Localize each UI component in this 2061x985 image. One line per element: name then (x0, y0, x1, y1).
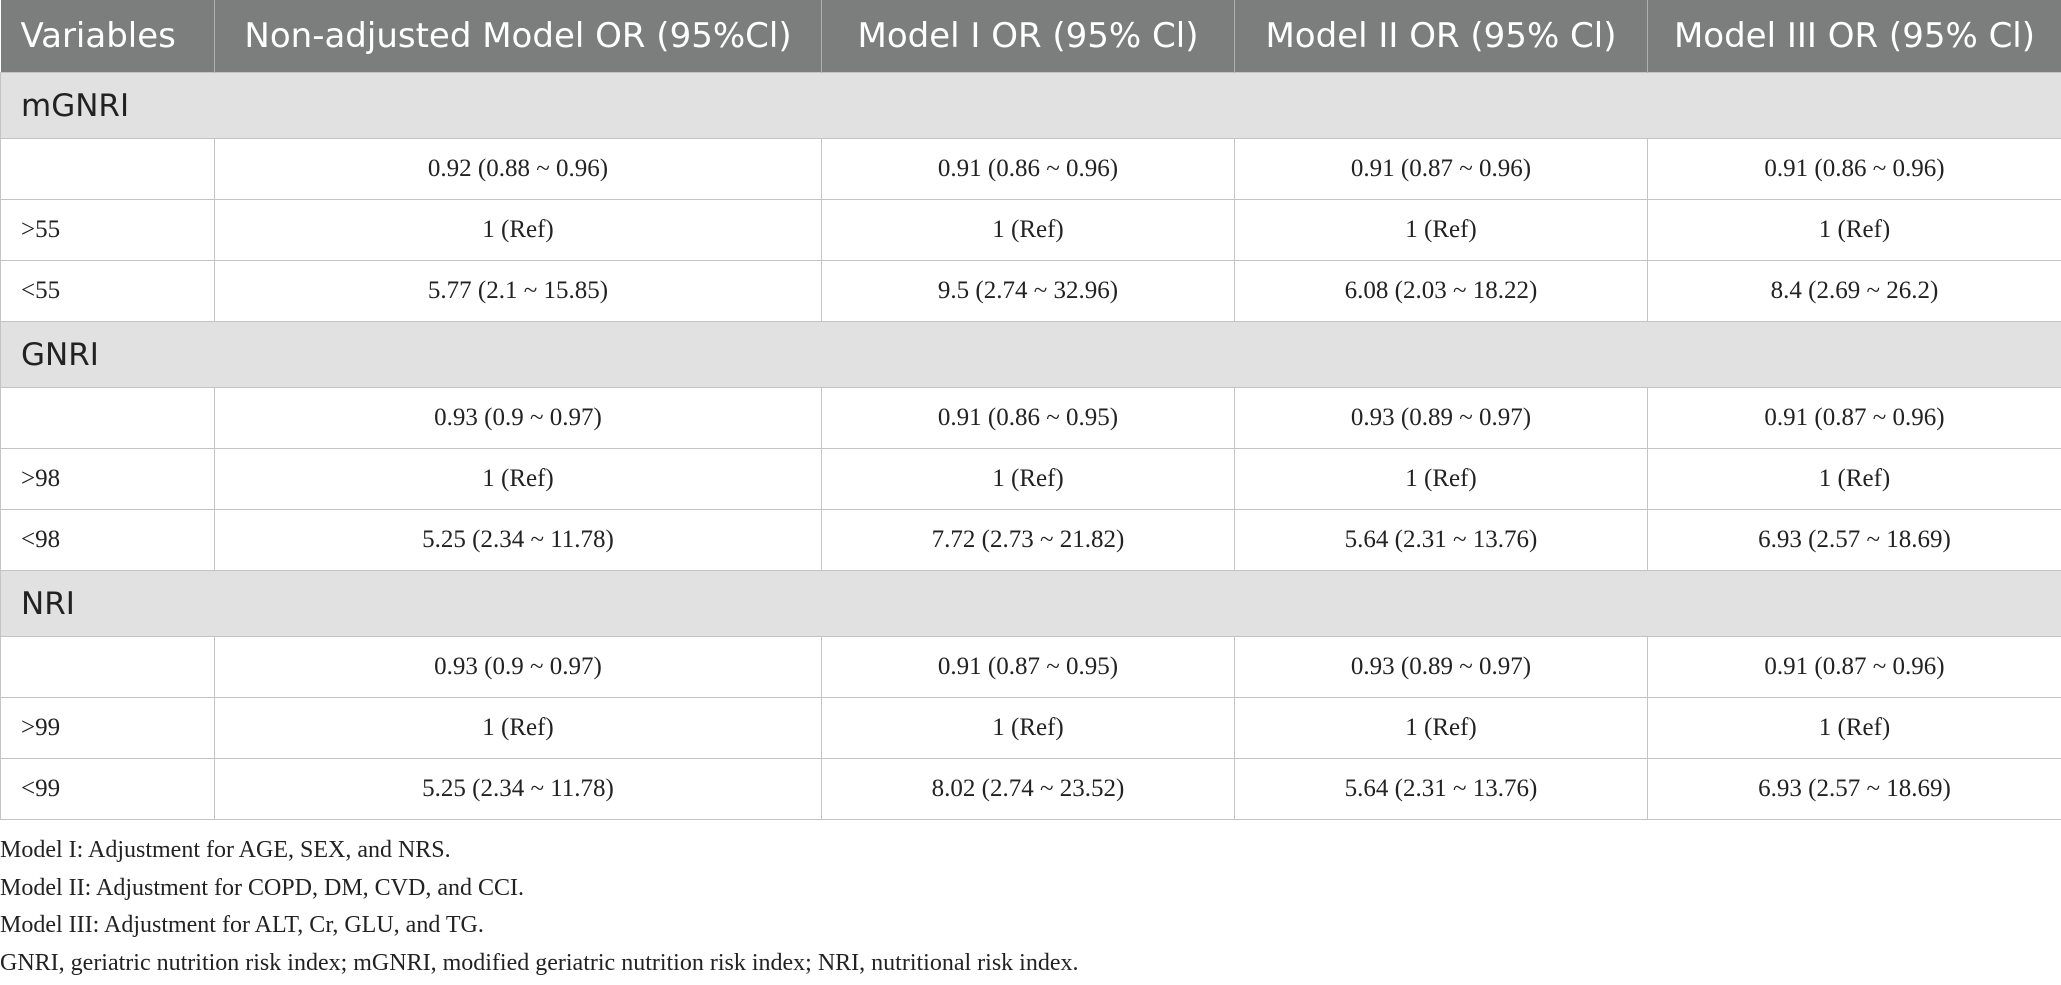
data-row: 0.93 (0.9 ~ 0.97) 0.91 (0.86 ~ 0.95) 0.93 … (0, 387, 2061, 449)
or-cell: 1 (Ref) (821, 199, 1235, 261)
or-cell: 1 (Ref) (1647, 448, 2061, 510)
or-cell: 1 (Ref) (214, 199, 822, 261)
or-cell: 1 (Ref) (1647, 697, 2061, 759)
or-cell: 0.91 (0.86 ~ 0.96) (1647, 138, 2061, 200)
or-cell: 0.91 (0.87 ~ 0.96) (1647, 636, 2061, 698)
data-row: 0.93 (0.9 ~ 0.97) 0.91 (0.87 ~ 0.95) 0.93 … (0, 636, 2061, 698)
group-label: mGNRI (0, 72, 2061, 139)
table-body: mGNRI 0.92 (0.88 ~ 0.96) 0.91 (0.86 ~ 0.96… (0, 72, 2061, 820)
row-label: <98 (0, 509, 215, 571)
or-cell: 1 (Ref) (821, 448, 1235, 510)
header-cell: Model I OR (95% Cl) (821, 0, 1235, 73)
or-cell: 1 (Ref) (1234, 199, 1648, 261)
row-label: >55 (0, 199, 215, 261)
data-row: <98 5.25 (2.34 ~ 11.78) 7.72 (2.73 ~ 21.82… (0, 509, 2061, 571)
row-label: <55 (0, 260, 215, 322)
data-row: <55 5.77 (2.1 ~ 15.85) 9.5 (2.74 ~ 32.96) 6… (0, 260, 2061, 322)
or-cell: 5.77 (2.1 ~ 15.85) (214, 260, 822, 322)
or-cell: 9.5 (2.74 ~ 32.96) (821, 260, 1235, 322)
or-cell: 5.25 (2.34 ~ 11.78) (214, 758, 822, 820)
empty-cell (0, 636, 215, 698)
group-label: GNRI (0, 321, 2061, 388)
or-cell: 1 (Ref) (821, 697, 1235, 759)
data-row: 0.92 (0.88 ~ 0.96) 0.91 (0.86 ~ 0.96) 0.91… (0, 138, 2061, 200)
or-cell: 0.93 (0.9 ~ 0.97) (214, 387, 822, 449)
or-cell: 1 (Ref) (1234, 697, 1648, 759)
footnote: Model I: Adjustment for AGE, SEX, and NR… (0, 837, 451, 863)
footnote: Model III: Adjustment for ALT, Cr, GLU, … (0, 912, 484, 938)
or-cell: 0.92 (0.88 ~ 0.96) (214, 138, 822, 200)
empty-cell (0, 138, 215, 200)
header-cell: Non-adjusted Model OR (95%Cl) (214, 0, 822, 73)
header-cell: Model III OR (95% Cl) (1647, 0, 2061, 73)
or-cell: 8.02 (2.74 ~ 23.52) (821, 758, 1235, 820)
or-cell: 0.91 (0.87 ~ 0.95) (821, 636, 1235, 698)
row-label: >98 (0, 448, 215, 510)
or-cell: 0.91 (0.87 ~ 0.96) (1234, 138, 1648, 200)
header-row: Variables Non-adjusted Model OR (95%Cl) Mo… (0, 0, 2061, 73)
or-cell: 7.72 (2.73 ~ 21.82) (821, 509, 1235, 571)
or-cell: 5.25 (2.34 ~ 11.78) (214, 509, 822, 571)
group-row: mGNRI (0, 72, 2061, 139)
or-cell: 1 (Ref) (1234, 448, 1648, 510)
results-table: Variables Non-adjusted Model OR (95%Cl) Mo… (0, 0, 2061, 820)
or-cell: 6.93 (2.57 ~ 18.69) (1647, 509, 2061, 571)
or-cell: 0.93 (0.89 ~ 0.97) (1234, 636, 1648, 698)
or-cell: 1 (Ref) (214, 697, 822, 759)
or-cell: 0.93 (0.9 ~ 0.97) (214, 636, 822, 698)
group-row: GNRI (0, 321, 2061, 388)
or-cell: 6.08 (2.03 ~ 18.22) (1234, 260, 1648, 322)
data-row: >98 1 (Ref) 1 (Ref) 1 (Ref) 1 (Ref) (0, 448, 2061, 510)
row-label: >99 (0, 697, 215, 759)
data-row: >99 1 (Ref) 1 (Ref) 1 (Ref) 1 (Ref) (0, 697, 2061, 759)
or-cell: 0.91 (0.86 ~ 0.95) (821, 387, 1235, 449)
group-row: NRI (0, 570, 2061, 637)
or-cell: 0.93 (0.89 ~ 0.97) (1234, 387, 1648, 449)
footnotes: Model I: Adjustment for AGE, SEX, and NR… (0, 832, 1078, 982)
or-cell: 8.4 (2.69 ~ 26.2) (1647, 260, 2061, 322)
footnote: Model II: Adjustment for COPD, DM, CVD, … (0, 874, 524, 901)
empty-cell (0, 387, 215, 449)
header-cell: Variables (0, 0, 215, 73)
or-cell: 1 (Ref) (1647, 199, 2061, 261)
data-row: <99 5.25 (2.34 ~ 11.78) 8.02 (2.74 ~ 23.52… (0, 758, 2061, 820)
or-cell: 6.93 (2.57 ~ 18.69) (1647, 758, 2061, 820)
group-label: NRI (0, 570, 2061, 637)
or-cell: 0.91 (0.86 ~ 0.96) (821, 138, 1235, 200)
or-cell: 1 (Ref) (214, 448, 822, 510)
row-label: <99 (0, 758, 215, 820)
footnote: GNRI, geriatric nutrition risk index; mG… (0, 949, 1079, 976)
data-row: >55 1 (Ref) 1 (Ref) 1 (Ref) 1 (Ref) (0, 199, 2061, 261)
or-cell: 0.91 (0.87 ~ 0.96) (1647, 387, 2061, 449)
or-cell: 5.64 (2.31 ~ 13.76) (1234, 758, 1648, 820)
or-cell: 5.64 (2.31 ~ 13.76) (1234, 509, 1648, 571)
header-cell: Model II OR (95% Cl) (1234, 0, 1648, 73)
